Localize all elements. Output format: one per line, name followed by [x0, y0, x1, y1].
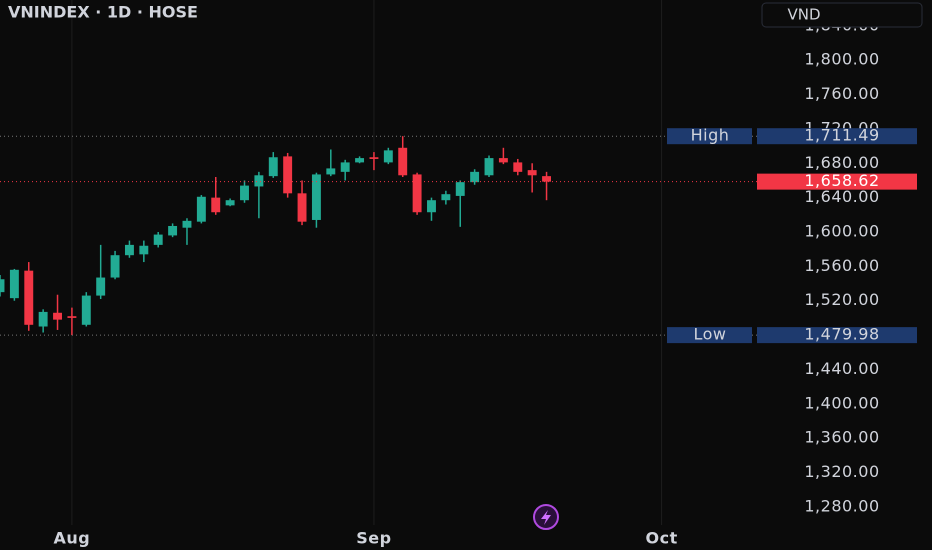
level-name-box: [667, 327, 752, 344]
x-tick-label: Aug: [54, 529, 91, 548]
candle-body: [355, 158, 365, 163]
candle-body: [383, 150, 393, 163]
candle-body: [498, 158, 508, 163]
level-name-box: [667, 128, 752, 145]
y-tick-label: 1,520.00: [804, 290, 879, 309]
y-tick-label: 1,560.00: [804, 256, 879, 275]
candle-body: [311, 174, 321, 220]
candle-body: [9, 269, 19, 299]
level-value: 1,479.98: [804, 325, 879, 344]
y-tick-label: 1,680.00: [804, 153, 879, 172]
currency: VND: [787, 6, 820, 24]
flash-icon[interactable]: [533, 504, 559, 530]
candle-body: [283, 156, 293, 194]
y-tick-label: 1,600.00: [804, 221, 879, 240]
candle-body: [326, 168, 336, 175]
candle-body: [484, 158, 494, 176]
candle-body: [53, 312, 62, 320]
candle-body: [542, 176, 552, 182]
candle-body: [153, 234, 163, 245]
candle-body: [139, 245, 149, 255]
y-tick-label: 1,280.00: [804, 496, 879, 515]
candle-body: [182, 220, 192, 228]
candle-body: [168, 225, 178, 236]
candle-body: [340, 162, 350, 172]
candle-body: [268, 157, 278, 177]
last-price-box: [757, 173, 917, 190]
candle-body: [369, 157, 379, 159]
level-name: High: [691, 126, 730, 145]
candle-body: [527, 170, 537, 176]
y-tick-label: 1,320.00: [804, 462, 879, 481]
candle-body: [67, 316, 77, 318]
level-value: 1,711.49: [804, 126, 879, 145]
candle-body: [81, 295, 91, 325]
candle-body: [254, 175, 264, 187]
candle-body: [297, 193, 307, 222]
flash-bolt: [541, 510, 551, 525]
y-tick-label: 1,640.00: [804, 187, 879, 206]
y-tick-label: 1,440.00: [804, 359, 879, 378]
candle-body: [455, 182, 465, 196]
last-price-label: 1,658.62: [804, 171, 879, 190]
currency-box[interactable]: [761, 2, 923, 28]
candle-body: [441, 194, 451, 201]
candle-body: [211, 197, 221, 213]
x-tick-label: Oct: [645, 529, 677, 548]
candle-body: [110, 255, 120, 278]
level-value-box: [757, 128, 917, 145]
y-tick-label: 1,360.00: [804, 428, 879, 447]
candle-body: [240, 185, 249, 201]
candle-body: [513, 162, 523, 172]
level-value-box: [757, 327, 917, 344]
y-tick-label: 1,400.00: [804, 393, 879, 412]
y-tick-label: 1,760.00: [804, 84, 879, 103]
candle-body: [412, 174, 422, 213]
candle-body: [124, 244, 134, 256]
candle-body: [0, 279, 5, 293]
chart-title: VNINDEX · 1D · HOSE: [8, 3, 198, 22]
candle-body: [196, 196, 206, 222]
level-name: Low: [693, 325, 726, 344]
candle-body: [398, 147, 408, 176]
candle-body: [38, 311, 48, 327]
candle-body: [470, 171, 480, 183]
candle-body: [427, 200, 436, 213]
candle-body: [96, 277, 106, 296]
candle-body: [225, 200, 235, 206]
y-tick-label: 1,800.00: [804, 50, 879, 69]
x-tick-label: Sep: [356, 529, 391, 548]
candle-body: [24, 270, 34, 325]
